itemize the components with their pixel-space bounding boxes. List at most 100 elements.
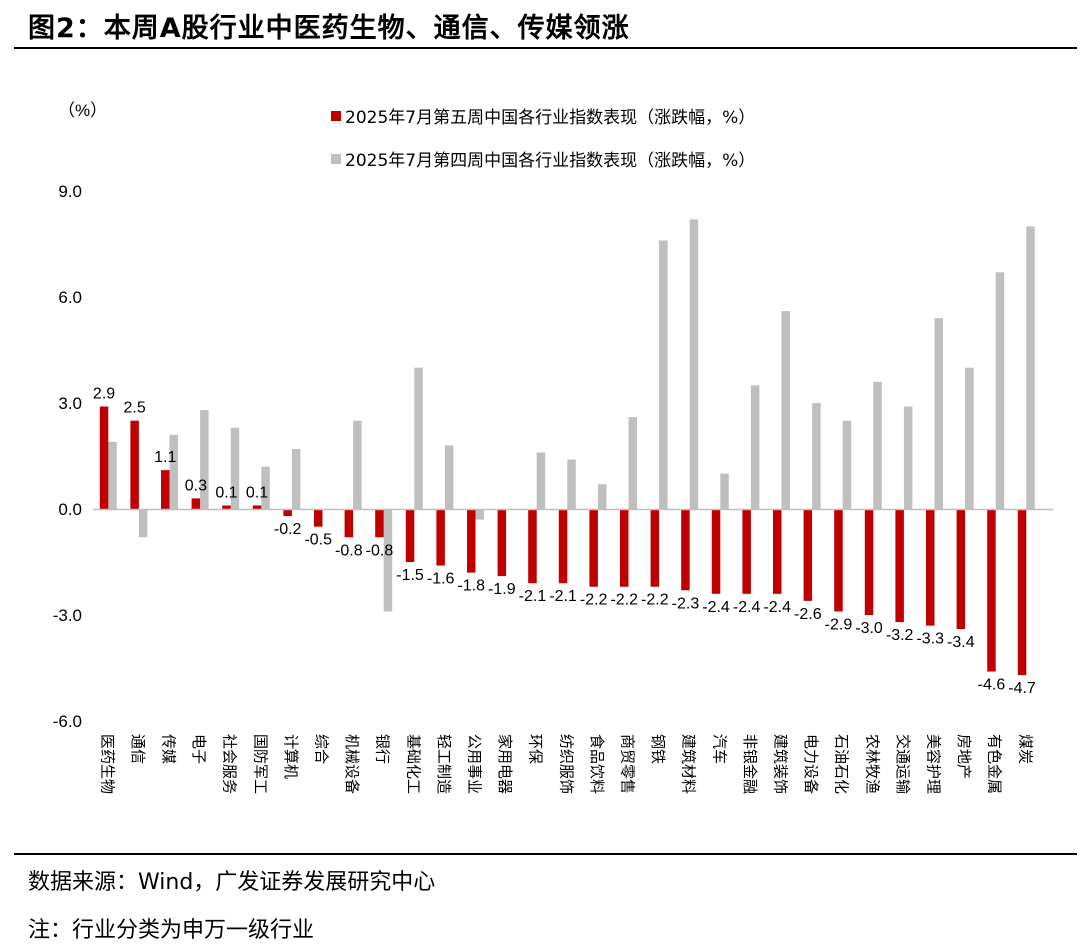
- bar-week5: [405, 509, 415, 562]
- bar-week5: [99, 406, 109, 509]
- x-category-label: 建筑材料: [680, 734, 698, 794]
- series-week5-bars: [99, 406, 1027, 676]
- bar-week5: [375, 509, 384, 538]
- x-category-label: 医药生物: [98, 734, 116, 794]
- data-label-week5: -2.1: [549, 588, 577, 605]
- data-label-week5: 2.9: [93, 386, 115, 403]
- bar-week4: [1026, 226, 1035, 509]
- bar-week4: [750, 385, 760, 509]
- x-category-label: 社会服务: [221, 734, 239, 794]
- bar-week4: [781, 311, 790, 509]
- data-label-week5: -1.9: [488, 581, 516, 598]
- x-category-label: 通信: [129, 734, 147, 764]
- bar-week4: [261, 466, 270, 509]
- bar-week5: [283, 509, 292, 517]
- legend-swatch-week5: [331, 111, 341, 121]
- bar-week4: [659, 240, 668, 509]
- bar-week5: [161, 470, 170, 509]
- data-label-week5: -1.5: [396, 567, 424, 584]
- bar-week5: [1017, 509, 1027, 676]
- x-category-label: 家用电器: [496, 734, 514, 794]
- bar-week5: [252, 505, 262, 509]
- classification-note: 注：行业分类为申万一级行业: [28, 918, 315, 943]
- bar-week4: [353, 420, 362, 509]
- data-label-week5: -2.2: [610, 592, 638, 609]
- y-tick-label: 0.0: [58, 500, 82, 519]
- x-category-label: 纺织服饰: [557, 734, 575, 794]
- x-category-label: 钢铁: [649, 734, 667, 764]
- bar-week4: [108, 441, 117, 509]
- legend-label-week5: 2025年7月第五周中国各行业指数表现（涨跌幅，%）: [345, 108, 755, 128]
- bar-week5: [803, 509, 813, 601]
- x-category-label: 美容护理: [925, 734, 943, 794]
- bar-week5: [895, 509, 904, 623]
- bar-week5: [589, 509, 598, 587]
- x-category-label: 综合: [313, 734, 331, 764]
- bar-week5: [314, 509, 323, 527]
- y-tick-label: 9.0: [58, 182, 82, 201]
- data-label-week5: -0.5: [304, 532, 332, 549]
- x-category-label: 公用事业: [466, 734, 484, 794]
- x-category-label: 非银金融: [741, 734, 759, 794]
- bar-week5: [344, 509, 354, 538]
- x-category-label: 房地产: [955, 734, 973, 779]
- bar-week5: [191, 498, 201, 509]
- legend: 2025年7月第五周中国各行业指数表现（涨跌幅，%） 2025年7月第四周中国各…: [331, 108, 755, 171]
- x-category-label: 有色金属: [986, 734, 1004, 794]
- bar-week5: [497, 509, 507, 577]
- data-label-week5: -2.9: [825, 616, 853, 633]
- bar-week5: [956, 509, 966, 630]
- x-category-label: 计算机: [282, 734, 300, 779]
- bar-week4: [689, 219, 699, 509]
- bar-week5: [467, 509, 476, 573]
- bar-week4: [444, 445, 454, 509]
- bar-week4: [414, 367, 423, 509]
- y-axis-ticks: 9.0 6.0 3.0 0.0 -3.0 -6.0: [53, 182, 82, 731]
- data-label-week5: -1.8: [457, 578, 485, 595]
- data-label-week5: -0.8: [366, 542, 394, 559]
- data-label-week5: -1.6: [427, 571, 455, 588]
- bar-week4: [230, 427, 240, 509]
- x-category-label: 食品饮料: [588, 734, 606, 794]
- data-label-week5: -0.2: [274, 521, 302, 538]
- data-label-week5: -3.4: [947, 634, 975, 651]
- data-label-week5: -2.1: [519, 588, 547, 605]
- x-category-label: 石油石化: [833, 734, 851, 794]
- series-week4-bars: [108, 219, 1035, 612]
- bar-week4: [720, 473, 729, 509]
- data-label-week5: -2.4: [763, 599, 791, 616]
- data-label-week5: -2.4: [702, 599, 730, 616]
- bar-week5: [650, 509, 660, 587]
- bar-week4: [291, 448, 301, 509]
- series-week5-data-labels: 2.92.51.10.3 0.1 0.1-0.2-0.5-0.8 -0.8-1.5 -1…: [93, 386, 1036, 698]
- bar-week4: [138, 509, 148, 538]
- data-label-week5: -3.0: [855, 620, 883, 637]
- bar-week5: [773, 509, 782, 594]
- bar-week4: [628, 417, 637, 509]
- data-label-week5: 0.1: [215, 484, 237, 501]
- x-category-label: 电子: [190, 734, 208, 764]
- bar-week5: [987, 509, 996, 672]
- x-category-label: 煤炭: [1016, 734, 1034, 764]
- x-category-label: 建筑装饰: [772, 734, 790, 794]
- legend-label-week4: 2025年7月第四周中国各行业指数表现（涨跌幅，%）: [345, 151, 755, 171]
- bar-week4: [383, 509, 393, 612]
- source-note: 数据来源：Wind，广发证券发展研究中心: [28, 870, 436, 895]
- bar-week5: [864, 509, 874, 615]
- x-category-label: 电力设备: [802, 734, 820, 794]
- bar-week5: [681, 509, 690, 591]
- y-tick-label: 6.0: [58, 288, 82, 307]
- data-label-week5: -2.4: [733, 599, 761, 616]
- data-label-week5: 0.3: [185, 477, 207, 494]
- bar-week4: [169, 434, 178, 509]
- x-category-label: 轻工制造: [435, 734, 453, 794]
- y-tick-label: -3.0: [53, 606, 82, 625]
- legend-swatch-week4: [331, 154, 341, 164]
- data-label-week5: -3.3: [916, 631, 944, 648]
- x-category-label: 银行: [374, 734, 392, 764]
- bar-week4: [903, 406, 913, 509]
- bar-week4: [200, 410, 209, 509]
- bar-week4: [536, 452, 546, 509]
- bar-week5: [558, 509, 568, 584]
- data-label-week5: 0.1: [246, 484, 268, 501]
